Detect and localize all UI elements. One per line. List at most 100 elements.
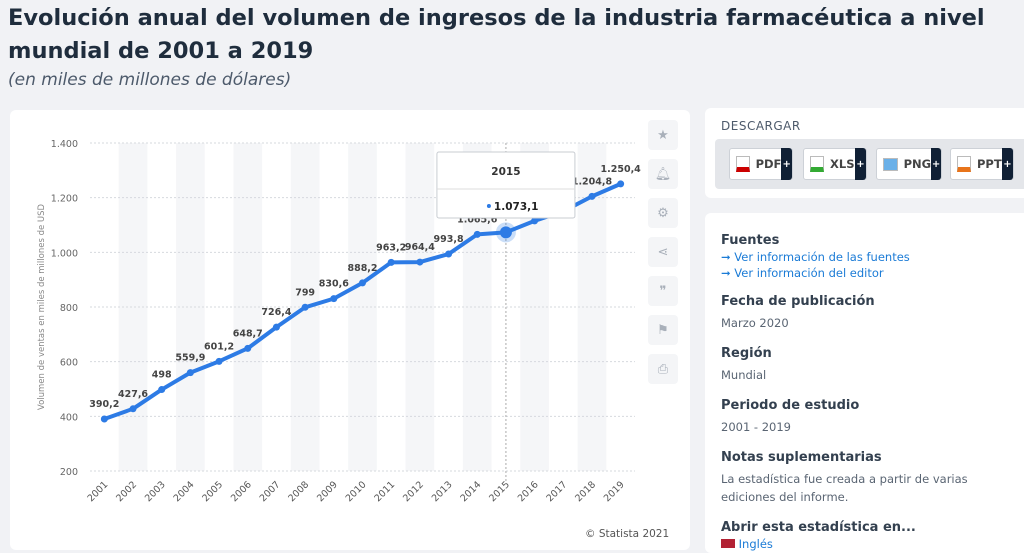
link-label[interactable]: Ver información del editor [734, 266, 884, 280]
data-point [531, 217, 539, 225]
data-label: 993,8 [434, 234, 464, 245]
x-tick-label: 2014 [458, 479, 483, 504]
link-label[interactable]: Inglés [738, 537, 773, 551]
x-tick-label: 2018 [573, 479, 598, 504]
data-label: 1.204,8 [572, 176, 613, 187]
x-tick-label: 2008 [286, 479, 311, 504]
y-tick-label: 1.200 [51, 194, 78, 205]
sources-link[interactable]: ➞ Ver información de las fuentes [721, 250, 910, 264]
download-heading: DESCARGAR [721, 119, 801, 133]
print-icon[interactable]: ⎙ [648, 354, 678, 384]
data-point [473, 230, 481, 238]
data-point [244, 344, 252, 352]
x-tick-label: 2007 [258, 479, 283, 504]
flag-icon[interactable]: ⚑ [648, 315, 678, 345]
chart-toolbar: ★ 🔔︎ ⚙ ⋖ ❞ ⚑ ⎙ [648, 120, 680, 393]
data-label: 427,6 [118, 389, 148, 400]
quote-icon[interactable]: ❞ [648, 276, 678, 306]
x-tick-label: 2006 [229, 479, 254, 504]
plus-icon[interactable]: + [855, 148, 866, 180]
plus-icon[interactable]: + [931, 148, 941, 180]
x-tick-label: 2010 [344, 479, 369, 504]
x-tick-label: 2011 [372, 479, 397, 504]
download-card: DESCARGAR PDF + XLS + PNG + PPT + [705, 108, 1024, 198]
data-label: 559,9 [175, 353, 205, 364]
plus-icon[interactable]: + [781, 148, 792, 180]
us-flag-icon [721, 539, 735, 548]
data-label: 390,2 [89, 399, 119, 410]
xls-file-icon [810, 156, 824, 172]
tooltip-year: 2015 [491, 166, 520, 178]
gear-icon[interactable]: ⚙ [648, 198, 678, 228]
tooltip-box [436, 151, 576, 219]
data-point [416, 258, 424, 266]
button-label: PNG [903, 157, 932, 171]
x-tick-label: 2015 [487, 479, 512, 504]
data-label: 830,6 [319, 279, 349, 290]
pdf-file-icon [736, 156, 750, 172]
page-subtitle: (en miles de millones de dólares) [8, 70, 292, 90]
data-label: 963,2 [376, 242, 406, 253]
data-point [129, 405, 137, 413]
region-heading: Región [721, 346, 772, 361]
data-point [588, 192, 596, 200]
share-icon[interactable]: ⋖ [648, 237, 678, 267]
data-point [215, 357, 223, 365]
tooltip-bullet [486, 204, 491, 208]
data-point [387, 258, 395, 266]
publication-heading: Fecha de publicación [721, 294, 875, 309]
y-tick-label: 200 [60, 467, 78, 478]
data-label: 799 [295, 287, 315, 298]
info-card: Fuentes ➞ Ver información de las fuentes… [705, 213, 1024, 553]
bell-icon[interactable]: 🔔︎ [648, 159, 678, 189]
y-tick-label: 800 [60, 303, 78, 314]
xls-download-button[interactable]: XLS + [803, 148, 867, 180]
chart-card: 200 400 600 800 1.000 1.200 1.400 Volumen de ve… [10, 110, 690, 550]
open-english-link[interactable]: Inglés [721, 537, 1024, 551]
notes-value: La estadística fue creada a partir de va… [721, 472, 968, 504]
button-label: XLS [830, 157, 855, 171]
x-tick-label: 2009 [315, 479, 340, 504]
link-label[interactable]: Ver información de las fuentes [734, 250, 910, 264]
tooltip-value: 1.073,1 [494, 201, 539, 213]
ppt-download-button[interactable]: PPT + [950, 148, 1014, 180]
data-point [499, 226, 512, 239]
publication-value: Marzo 2020 [721, 316, 789, 330]
y-tick-label: 1.000 [51, 248, 78, 259]
data-point [272, 323, 280, 331]
data-label: 601,2 [204, 341, 234, 352]
star-icon[interactable]: ★ [648, 120, 678, 150]
page-title: Evolución anual del volumen de ingresos … [8, 5, 985, 64]
data-label: 726,4 [261, 307, 291, 318]
x-tick-label: 2004 [172, 479, 197, 504]
plus-icon[interactable]: + [1002, 148, 1013, 180]
pdf-download-button[interactable]: PDF + [729, 148, 793, 180]
data-label: 888,2 [347, 263, 377, 274]
statista-credit[interactable]: © Statista 2021 [585, 528, 670, 540]
data-point [445, 250, 453, 258]
period-heading: Periodo de estudio [721, 398, 860, 413]
y-axis-label: Volumen de ventas en miles de millones d… [37, 203, 47, 410]
data-label: 1.065,6 [457, 214, 498, 225]
png-image-icon [883, 157, 898, 171]
y-tick-label: 400 [60, 412, 78, 423]
png-download-button[interactable]: PNG + [876, 148, 942, 180]
button-label: PPT [977, 157, 1002, 171]
x-tick-label: 2017 [545, 479, 570, 504]
x-tick-label: 2001 [86, 479, 111, 504]
y-tick-label: 1.400 [51, 139, 78, 150]
button-label: PDF [755, 157, 782, 171]
x-tick-label: 2013 [430, 479, 455, 504]
data-label: 1.250,4 [601, 164, 642, 175]
data-label: 498 [152, 370, 172, 381]
notes-heading: Notas suplementarias [721, 450, 882, 465]
publisher-link[interactable]: ➞ Ver información del editor [721, 266, 884, 280]
data-point [330, 295, 338, 303]
line-chart: 200 400 600 800 1.000 1.200 1.400 Volumen de ve… [37, 139, 642, 504]
data-point [158, 386, 166, 394]
sources-heading: Fuentes [721, 233, 780, 248]
data-label: 648,7 [233, 328, 263, 339]
region-value: Mundial [721, 368, 767, 382]
period-value: 2001 - 2019 [721, 420, 791, 434]
ppt-file-icon [957, 156, 971, 172]
